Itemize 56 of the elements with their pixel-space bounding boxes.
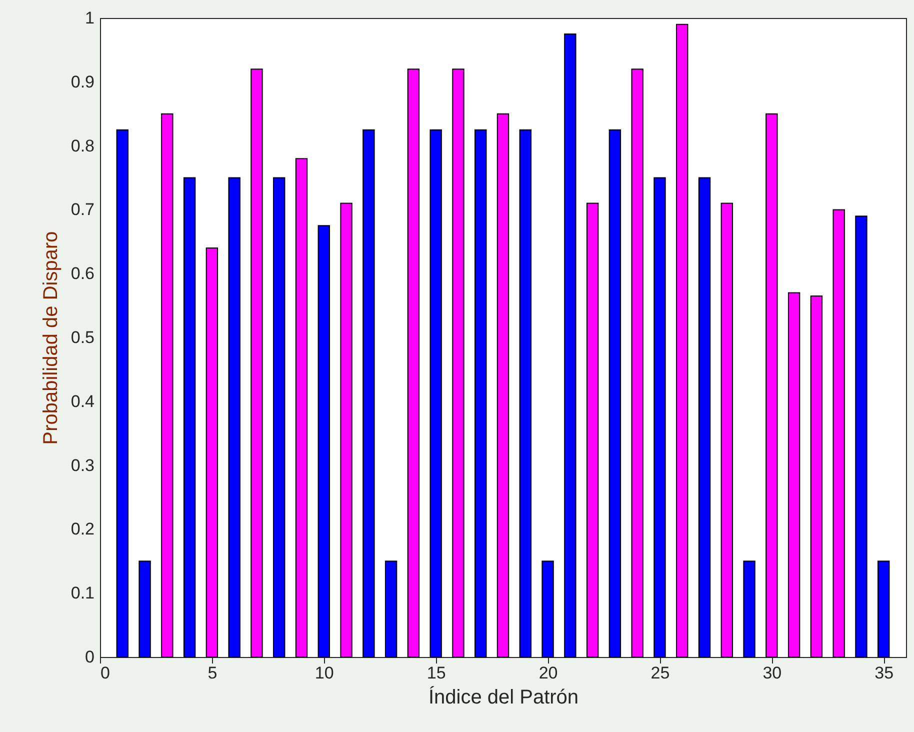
bar <box>183 177 196 658</box>
x-tick-label: 0 <box>100 664 110 682</box>
bar <box>273 177 286 658</box>
bar <box>542 560 554 658</box>
y-tick-label: 0.7 <box>70 200 94 220</box>
bar <box>161 113 174 658</box>
y-tick-label: 0.9 <box>70 72 94 92</box>
bar <box>654 177 666 658</box>
bar <box>407 68 420 658</box>
bar <box>878 560 890 658</box>
y-tick-label: 0.5 <box>70 328 94 347</box>
y-tick-label: 0.1 <box>70 584 94 603</box>
y-tick-label: 0.4 <box>70 392 94 411</box>
x-tick-label: 20 <box>538 664 558 682</box>
bar <box>631 68 644 658</box>
x-tick-label: 10 <box>314 664 334 682</box>
bar <box>474 129 487 658</box>
bar <box>788 292 800 658</box>
x-tick-label: 5 <box>208 664 218 682</box>
y-axis-title: Probabilidad de Disparo <box>40 231 62 445</box>
bar <box>206 248 218 658</box>
bar <box>384 560 398 658</box>
y-tick-label: 0.6 <box>70 264 94 284</box>
bar <box>228 177 240 658</box>
bar <box>766 113 778 658</box>
bar <box>452 68 464 658</box>
y-tick-label: 0 <box>85 648 94 666</box>
x-tick-label: 30 <box>762 664 782 682</box>
y-tick-label: 1 <box>85 8 94 28</box>
bar <box>340 202 352 658</box>
bar <box>698 177 711 658</box>
bar <box>676 24 688 658</box>
bar <box>295 158 308 658</box>
bar <box>832 209 845 658</box>
bar <box>362 129 375 658</box>
bar <box>743 560 756 658</box>
bar <box>138 560 151 658</box>
x-axis-title: Índice del Patrón <box>428 686 579 708</box>
bar <box>430 129 442 658</box>
y-tick-label: 0.2 <box>70 520 94 539</box>
bar <box>116 129 128 658</box>
bar <box>318 225 330 658</box>
bar <box>496 113 510 658</box>
x-tick-label: 35 <box>874 664 894 682</box>
x-tick-label: 25 <box>650 664 670 682</box>
bar <box>564 33 576 658</box>
x-tick-label: 15 <box>426 664 446 682</box>
bar <box>250 68 263 658</box>
bar <box>855 216 868 658</box>
bar <box>810 295 823 658</box>
bar <box>720 202 733 658</box>
bar <box>608 129 622 658</box>
bar <box>519 129 532 658</box>
y-tick-label: 0.8 <box>70 136 94 156</box>
bar <box>586 202 599 658</box>
y-tick-label: 0.3 <box>70 456 94 475</box>
